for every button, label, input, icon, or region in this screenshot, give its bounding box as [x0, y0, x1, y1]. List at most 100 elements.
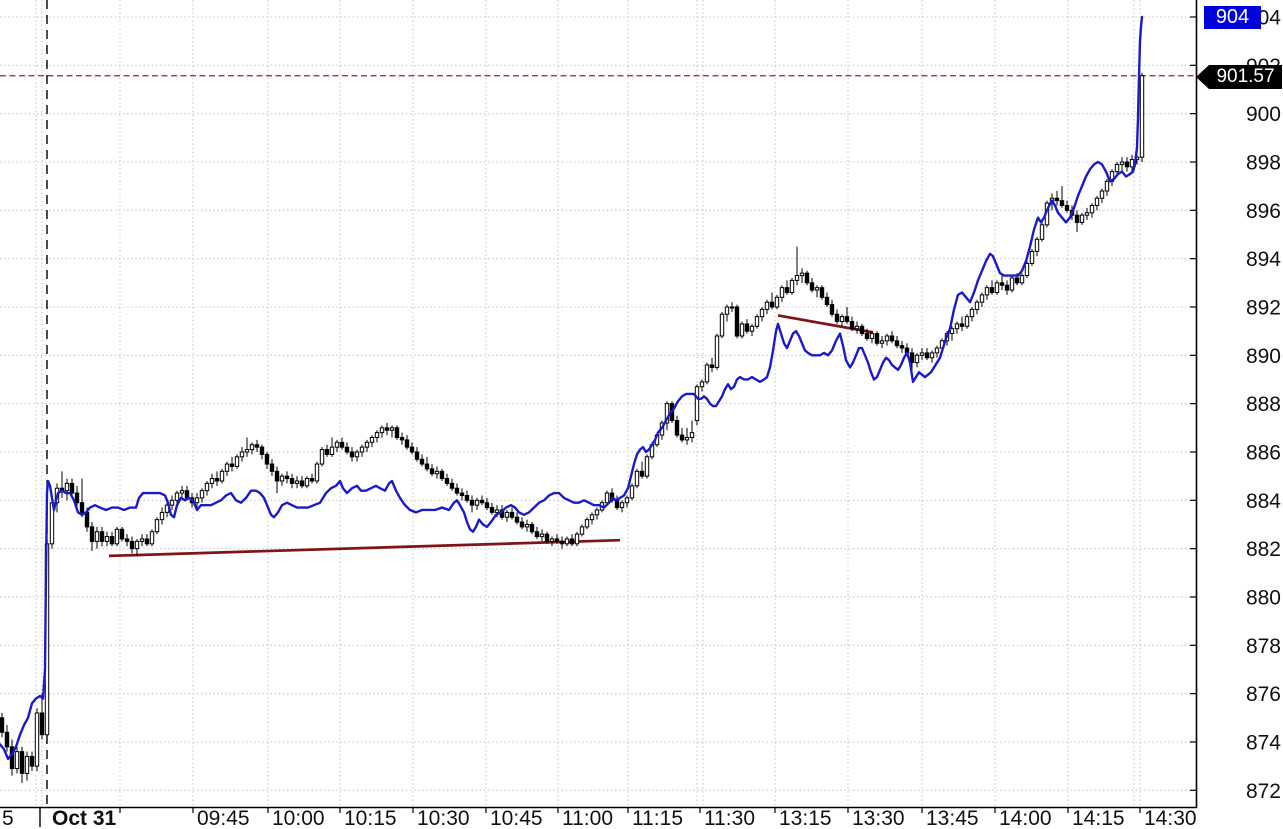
candle-up	[699, 381, 705, 388]
candle-down	[424, 463, 430, 470]
candle-down	[999, 282, 1005, 286]
candle-down	[439, 470, 445, 480]
candle-up	[374, 432, 380, 438]
candle-up	[954, 323, 960, 330]
candle-up	[564, 538, 570, 545]
candle-down	[1059, 200, 1065, 206]
candle-up	[314, 463, 320, 482]
candle-up	[984, 287, 990, 296]
candle-up	[644, 456, 650, 477]
candle-down	[444, 478, 450, 484]
candle-up	[694, 386, 700, 422]
time-axis-label: 11:15	[632, 807, 683, 829]
candle-up	[789, 279, 795, 293]
candle-up	[1114, 163, 1120, 173]
candle-up	[354, 451, 360, 458]
candle-up	[579, 526, 585, 535]
candle-up	[634, 470, 640, 487]
candle-up	[589, 514, 595, 521]
time-axis-label: 13:15	[779, 807, 832, 829]
candle-up	[169, 499, 175, 506]
candle-down	[534, 531, 540, 538]
candle-down	[0, 717, 5, 733]
candle-down	[824, 296, 830, 306]
candle-down	[214, 478, 220, 482]
trendline-1[interactable]	[108, 538, 621, 558]
trendline-2[interactable]	[777, 314, 874, 334]
price-badge-arrow-icon	[1196, 65, 1209, 89]
candle-down	[99, 531, 105, 542]
candle-down	[804, 272, 810, 284]
candle-down	[809, 282, 815, 291]
candle-down	[284, 475, 290, 480]
candle-down	[404, 439, 410, 448]
candle-up	[854, 325, 860, 330]
candle-last-price-badge: 901.57	[1196, 65, 1282, 89]
candle-up	[869, 333, 875, 339]
candle-down	[769, 301, 775, 308]
candle-up	[1009, 277, 1015, 291]
time-axis-label: 11:30	[704, 807, 755, 829]
candle-down	[74, 492, 80, 504]
candle-down	[289, 478, 295, 484]
index-line-last-price-badge: 904	[1204, 6, 1261, 29]
price-axis-label: 880	[1246, 586, 1281, 609]
candle-down	[709, 364, 715, 368]
candle-last-price-value: 901.57	[1216, 66, 1275, 87]
candle-down	[269, 463, 275, 472]
candle-up	[1084, 212, 1090, 216]
candle-up	[814, 287, 820, 291]
candle-up	[604, 492, 610, 504]
candle-up	[704, 364, 710, 383]
candle-down	[29, 755, 35, 767]
price-axis-label: 898	[1246, 151, 1281, 174]
candle-up	[929, 352, 935, 359]
time-axis-label-partial: 5	[2, 807, 14, 829]
price-axis-label: 894	[1246, 248, 1281, 271]
candle-down	[554, 538, 560, 542]
candle-down	[544, 533, 550, 542]
candle-up	[624, 497, 630, 504]
candles-series	[0, 72, 1145, 784]
index-line	[0, 15, 1144, 761]
candle-up	[1129, 159, 1135, 168]
candle-up	[549, 538, 555, 542]
price-axis-label: 872	[1246, 780, 1281, 803]
candle-up	[294, 480, 300, 484]
candle-up	[149, 531, 155, 545]
candle-up	[1094, 197, 1100, 206]
candle-down	[1124, 161, 1130, 168]
candle-down	[1054, 197, 1060, 202]
candle-down	[864, 333, 870, 339]
price-axis-label: 896	[1246, 200, 1281, 223]
candle-down	[89, 526, 95, 542]
candle-down	[254, 444, 260, 448]
candle-up	[114, 528, 120, 545]
candle-up	[204, 482, 210, 492]
price-axis-label: 890	[1246, 345, 1281, 368]
candle-down	[384, 427, 390, 431]
candle-up	[1119, 161, 1125, 165]
candle-up	[884, 335, 890, 342]
candle-up	[1019, 275, 1025, 284]
grid-lines	[0, 0, 1196, 807]
candle-down	[399, 436, 405, 441]
candle-up	[329, 446, 335, 455]
candle-up	[369, 436, 375, 443]
price-axis-label: 886	[1246, 441, 1281, 464]
candle-down	[119, 528, 125, 540]
candle-up	[219, 470, 225, 482]
candle-up	[504, 511, 510, 518]
candle-down	[129, 540, 135, 550]
candle-up	[739, 323, 745, 337]
candle-down	[459, 492, 465, 496]
candle-down	[469, 499, 475, 506]
candle-down	[819, 287, 825, 298]
candle-up	[1034, 238, 1040, 252]
candle-up	[594, 509, 600, 516]
candle-up	[1029, 250, 1035, 264]
time-axis-label: 09:45	[197, 807, 250, 829]
price-axis-label: 884	[1246, 490, 1281, 513]
candle-up	[584, 519, 590, 528]
